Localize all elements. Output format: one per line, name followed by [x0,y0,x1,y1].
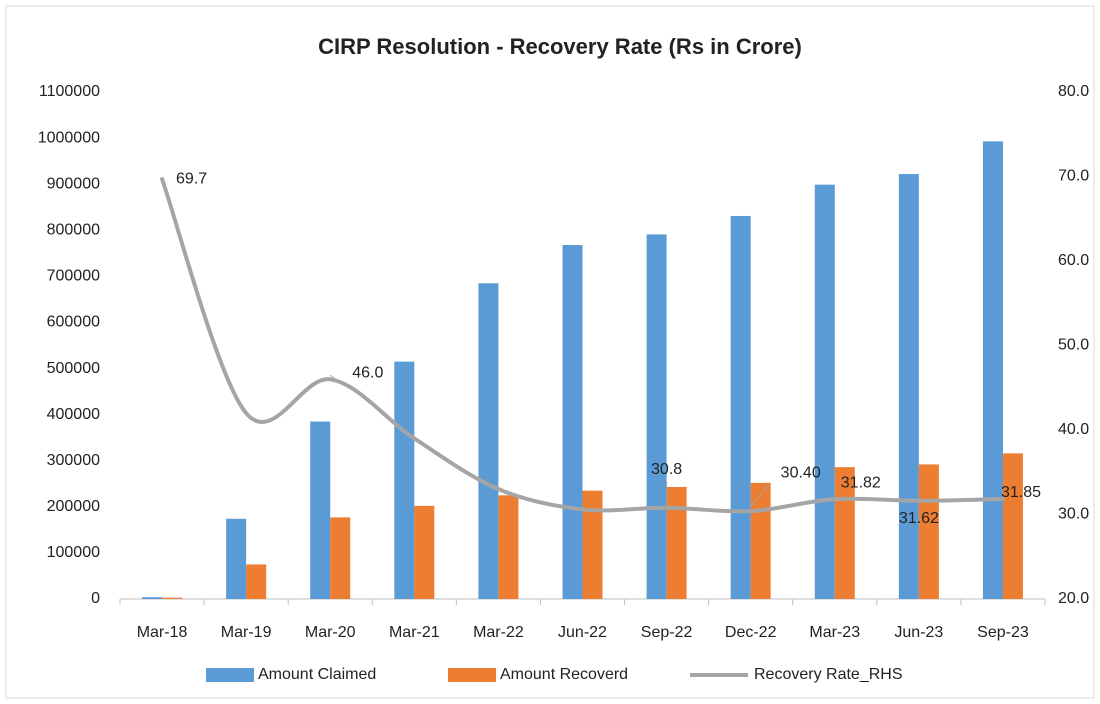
y-tick-label: 400000 [47,406,100,423]
bar [226,518,247,599]
bar [394,361,415,599]
y-tick-label: 700000 [47,268,100,285]
legend-swatch [206,668,254,682]
x-tick-label: Mar-22 [473,624,524,641]
legend-label: Recovery Rate_RHS [754,666,903,683]
data-label: 30.8 [651,461,682,478]
leader-line [329,374,344,386]
y-tick-label: 500000 [47,360,100,377]
leader-line [750,484,770,508]
bar [1002,453,1023,599]
y-tick-label: 600000 [47,314,100,331]
y2-tick-label: 80.0 [1058,83,1089,100]
bar [246,564,267,599]
bar [562,245,583,599]
x-tick-label: Jun-22 [558,624,607,641]
data-label: 30.40 [781,464,821,481]
x-tick-label: Mar-18 [137,624,188,641]
legend-swatch [448,668,496,682]
y-tick-label: 800000 [47,221,100,238]
y-tick-label: 1000000 [38,129,100,146]
bar [646,234,667,600]
y-tick-label: 900000 [47,175,100,192]
y2-tick-label: 50.0 [1058,337,1089,354]
data-label: 31.85 [1001,484,1041,501]
legend-label: Amount Claimed [258,666,376,683]
x-tick-label: Mar-20 [305,624,356,641]
bar [330,517,351,599]
y-tick-label: 1100000 [39,83,100,100]
bar [666,486,687,599]
x-tick-label: Dec-22 [725,624,777,641]
x-tick-label: Jun-23 [894,624,943,641]
data-label: 46.0 [352,365,383,382]
bar [814,184,835,599]
y-tick-label: 0 [91,590,100,607]
bar [310,421,331,599]
x-tick-label: Mar-23 [809,624,860,641]
x-tick-label: Mar-21 [389,624,440,641]
bar [478,283,499,599]
data-label: 31.62 [899,510,939,527]
bar [730,215,751,599]
y2-tick-label: 20.0 [1058,590,1089,607]
data-label: 31.82 [841,474,881,491]
bar [582,490,603,599]
legend-label: Amount Recoverd [500,666,628,683]
bar [750,482,771,599]
y-tick-label: 200000 [47,498,100,515]
x-tick-label: Sep-22 [641,624,693,641]
chart-title: CIRP Resolution - Recovery Rate (Rs in C… [318,34,802,59]
x-tick-label: Mar-19 [221,624,272,641]
bar [982,141,1003,600]
y2-tick-label: 30.0 [1058,506,1089,523]
bar [918,464,939,599]
y-tick-label: 100000 [47,544,100,561]
line [160,177,1005,514]
y2-tick-label: 60.0 [1058,252,1089,269]
bar [162,597,183,599]
x-tick-label: Sep-23 [977,624,1029,641]
y-tick-label: 300000 [47,452,100,469]
y2-tick-label: 40.0 [1058,421,1089,438]
data-label: 69.7 [176,170,207,187]
bar [898,174,919,600]
bar [498,495,519,599]
y2-tick-label: 70.0 [1058,168,1089,185]
bar [142,597,163,599]
bar [414,505,435,599]
